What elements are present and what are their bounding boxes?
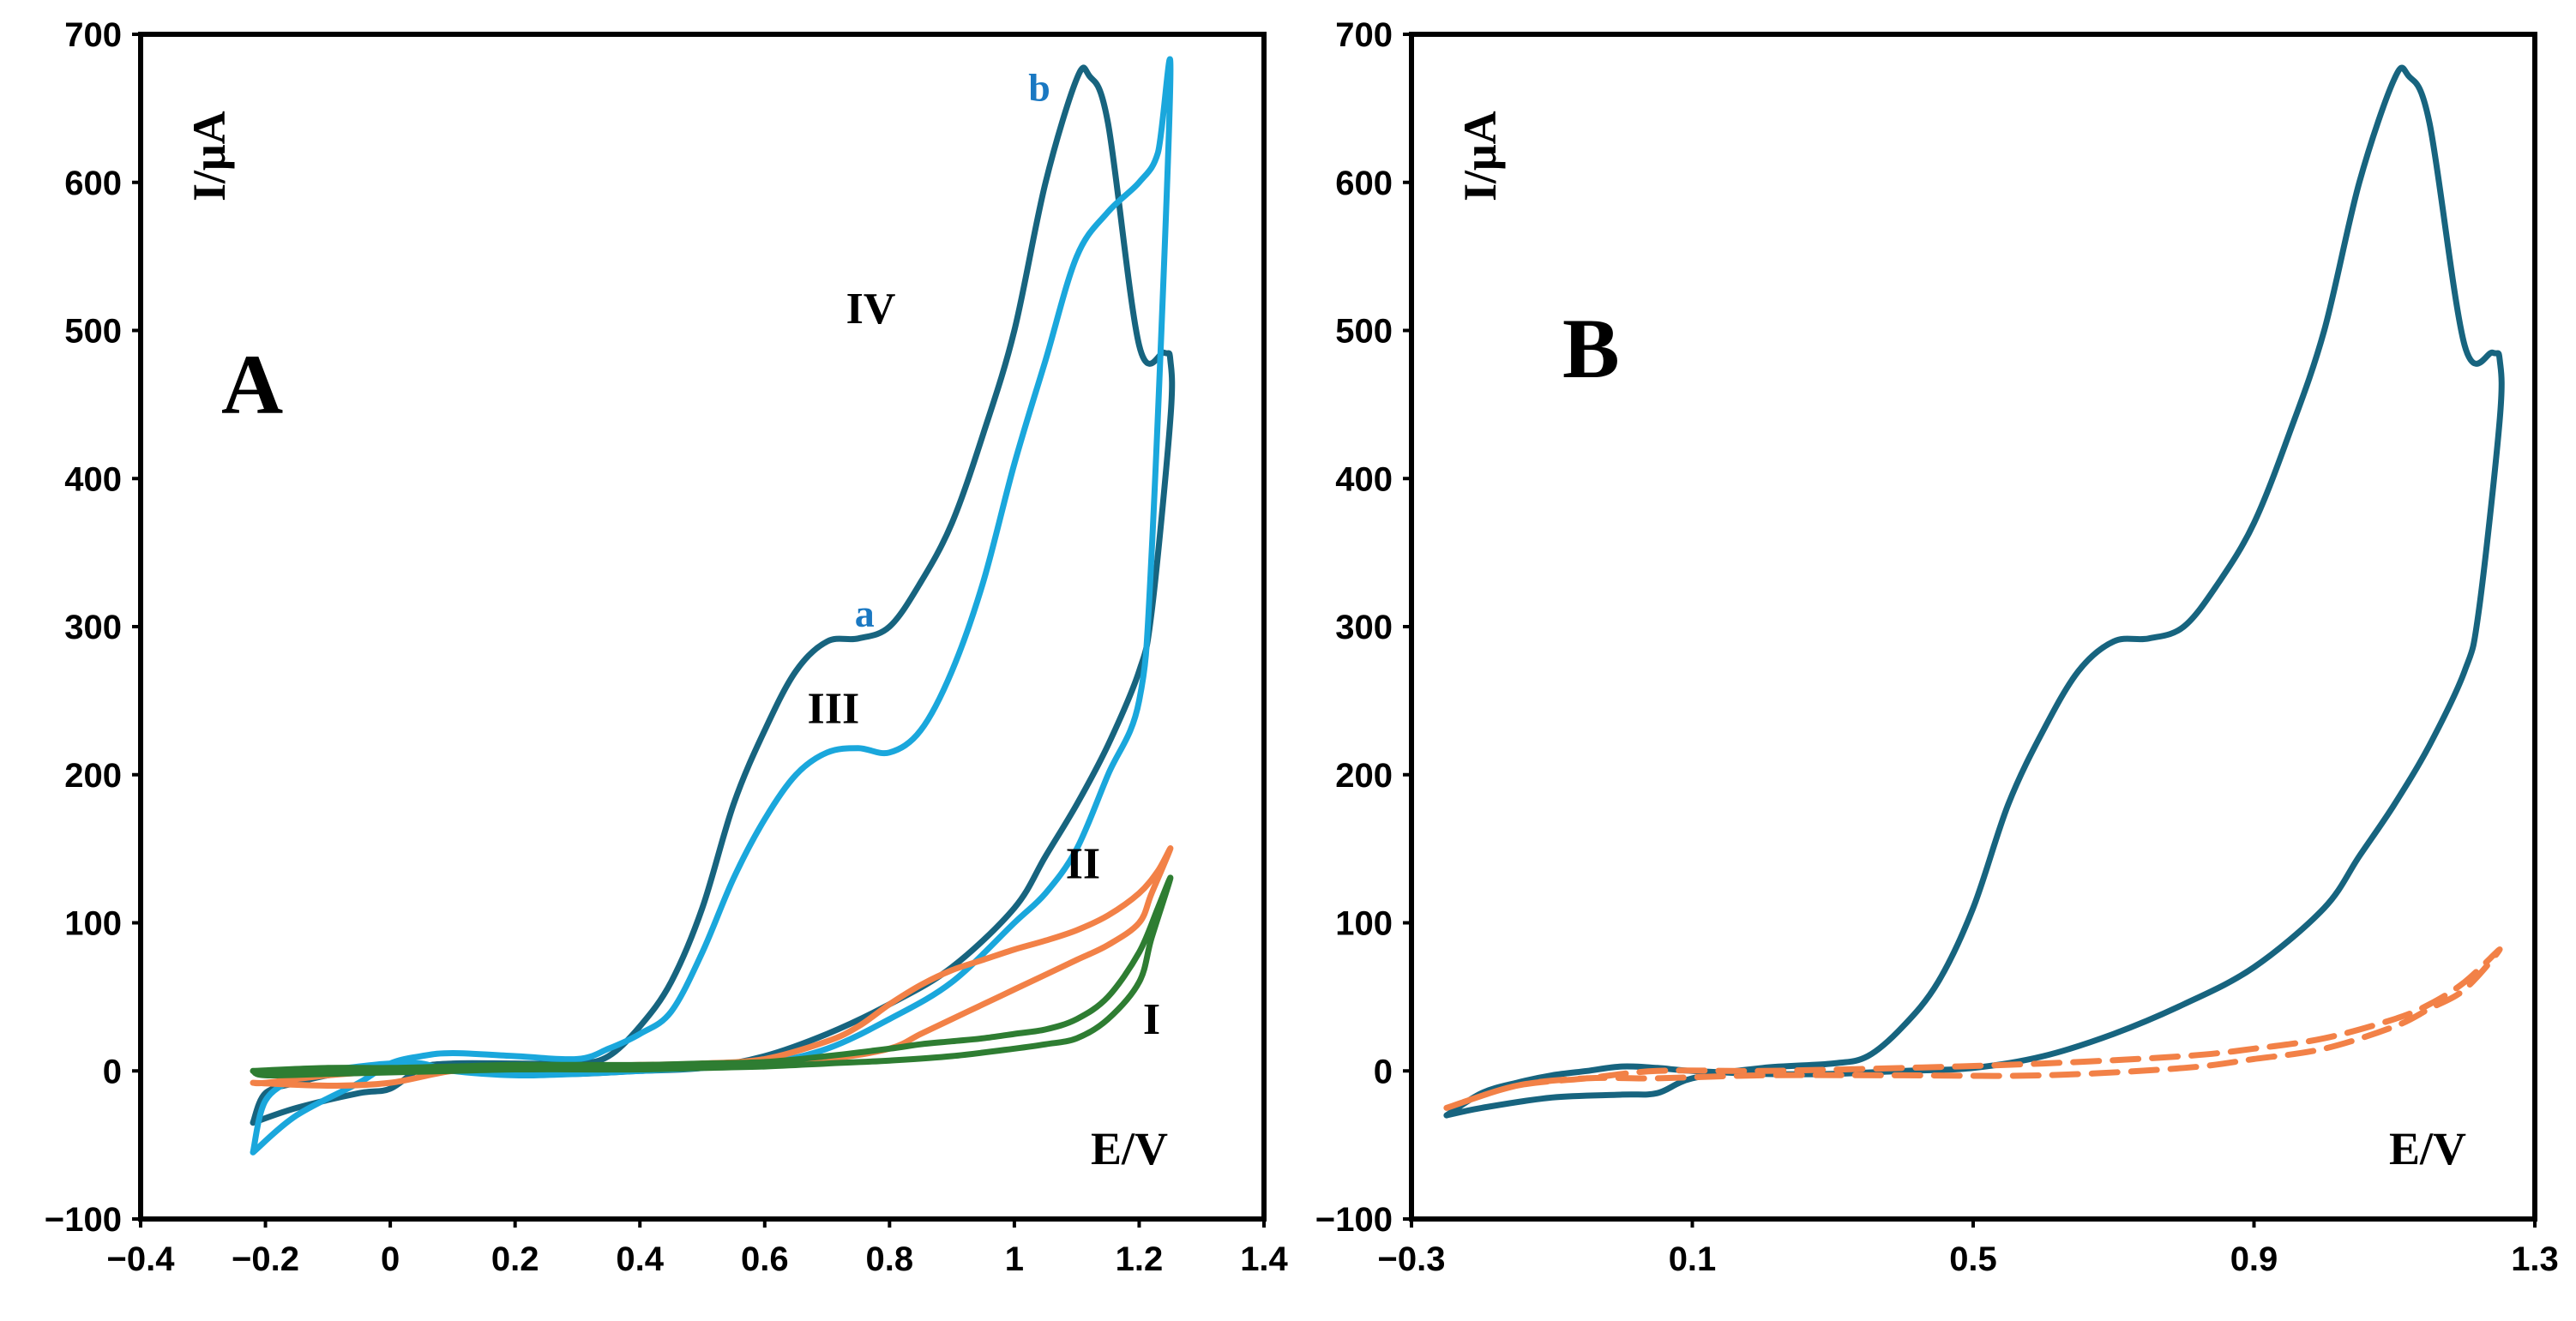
panel-a-x-tick-label: 0.8 (866, 1240, 914, 1278)
panel-a-frame (138, 32, 1267, 1222)
panel-a-annotation-iv: IV (846, 285, 896, 333)
panel-a-annotation-i: I (1143, 995, 1160, 1044)
panel-b-y-axis-title: I/μA (1454, 111, 1506, 201)
panel-b-x-tick-label: 0.5 (1949, 1240, 1997, 1278)
panel-a-x-axis-title: E/V (1091, 1123, 1168, 1174)
panel-b-label: B (1562, 301, 1620, 396)
panel-a-x-tick-label: 0.4 (616, 1240, 664, 1278)
panel-b-y-tick-label: 100 (1335, 905, 1393, 943)
panel-b-y-tick-label: 0 (1374, 1053, 1393, 1090)
panel-a-x-tick-label: 1 (1005, 1240, 1024, 1278)
panel-b-x-tick-label: 0.9 (2230, 1240, 2278, 1278)
panel-a-y-tick-label: 300 (64, 609, 122, 646)
panel-b: −100 0 100 200 300 400 500 600 700 −0.3 0.1 0.5 0.9 1… (1315, 16, 2559, 1278)
panel-a-annotation-iii: III (807, 684, 859, 733)
panel-a-y-tick-label: 200 (64, 757, 122, 795)
panel-a-label: A (221, 337, 283, 432)
panel-a-series-i (250, 874, 1174, 1079)
panel-a-y-tick-label: 400 (64, 460, 122, 498)
panel-a-y-tick-label: 700 (64, 16, 122, 54)
panel-a-x-tick-label: 1.4 (1240, 1240, 1288, 1278)
panel-b-y-tick-label: 200 (1335, 757, 1393, 795)
panel-a-y-tick-label: 0 (103, 1053, 122, 1090)
panel-a-x-tick-label: 0.6 (741, 1240, 789, 1278)
panel-a-x-tick-label: −0.4 (107, 1240, 176, 1278)
panel-b-x-tick-label: −0.3 (1378, 1240, 1446, 1278)
panel-a-y-tick-label: −100 (45, 1201, 122, 1239)
panel-a-y-tick-label: 100 (64, 905, 122, 943)
panel-a-y-tick-label: 600 (64, 165, 122, 202)
panel-a-annotation-a: a (855, 591, 875, 635)
panel-b-y-tick-label: −100 (1315, 1201, 1393, 1239)
panel-b-y-tick-label: 500 (1335, 313, 1393, 351)
panel-b-x-axis-title: E/V (2389, 1123, 2466, 1174)
panel-a-y-tick-label: 500 (64, 313, 122, 351)
panel-a-x-tick-label: 1.2 (1116, 1240, 1164, 1278)
panel-b-y-tick-label: 300 (1335, 609, 1393, 646)
panel-b-y-tick-label: 400 (1335, 460, 1393, 498)
panel-a-x-tick-label: 0.2 (491, 1240, 539, 1278)
panel-b-x-tick-label: 0.1 (1669, 1240, 1717, 1278)
panel-b-frame (1409, 32, 2537, 1222)
panel-b-y-tick-label: 700 (1335, 16, 1393, 54)
panel-b-y-tick-label: 600 (1335, 165, 1393, 202)
panel-a-x-tick-label: 0 (381, 1240, 400, 1278)
panel-a: −100 0 100 200 300 400 500 600 700 −0.4 −0.2 0 0.2 0.… (45, 16, 1289, 1278)
panel-a-x-tick-label: −0.2 (232, 1240, 299, 1278)
panel-a-y-axis-title: I/μA (184, 111, 235, 201)
panel-a-annotation-b: b (1028, 66, 1050, 110)
panel-b-x-tick-label: 1.3 (2511, 1240, 2559, 1278)
panel-b-series-dashed (1443, 946, 2503, 1111)
panel-a-annotation-ii: II (1066, 840, 1100, 889)
panel-a-series-iii (250, 56, 1174, 1156)
